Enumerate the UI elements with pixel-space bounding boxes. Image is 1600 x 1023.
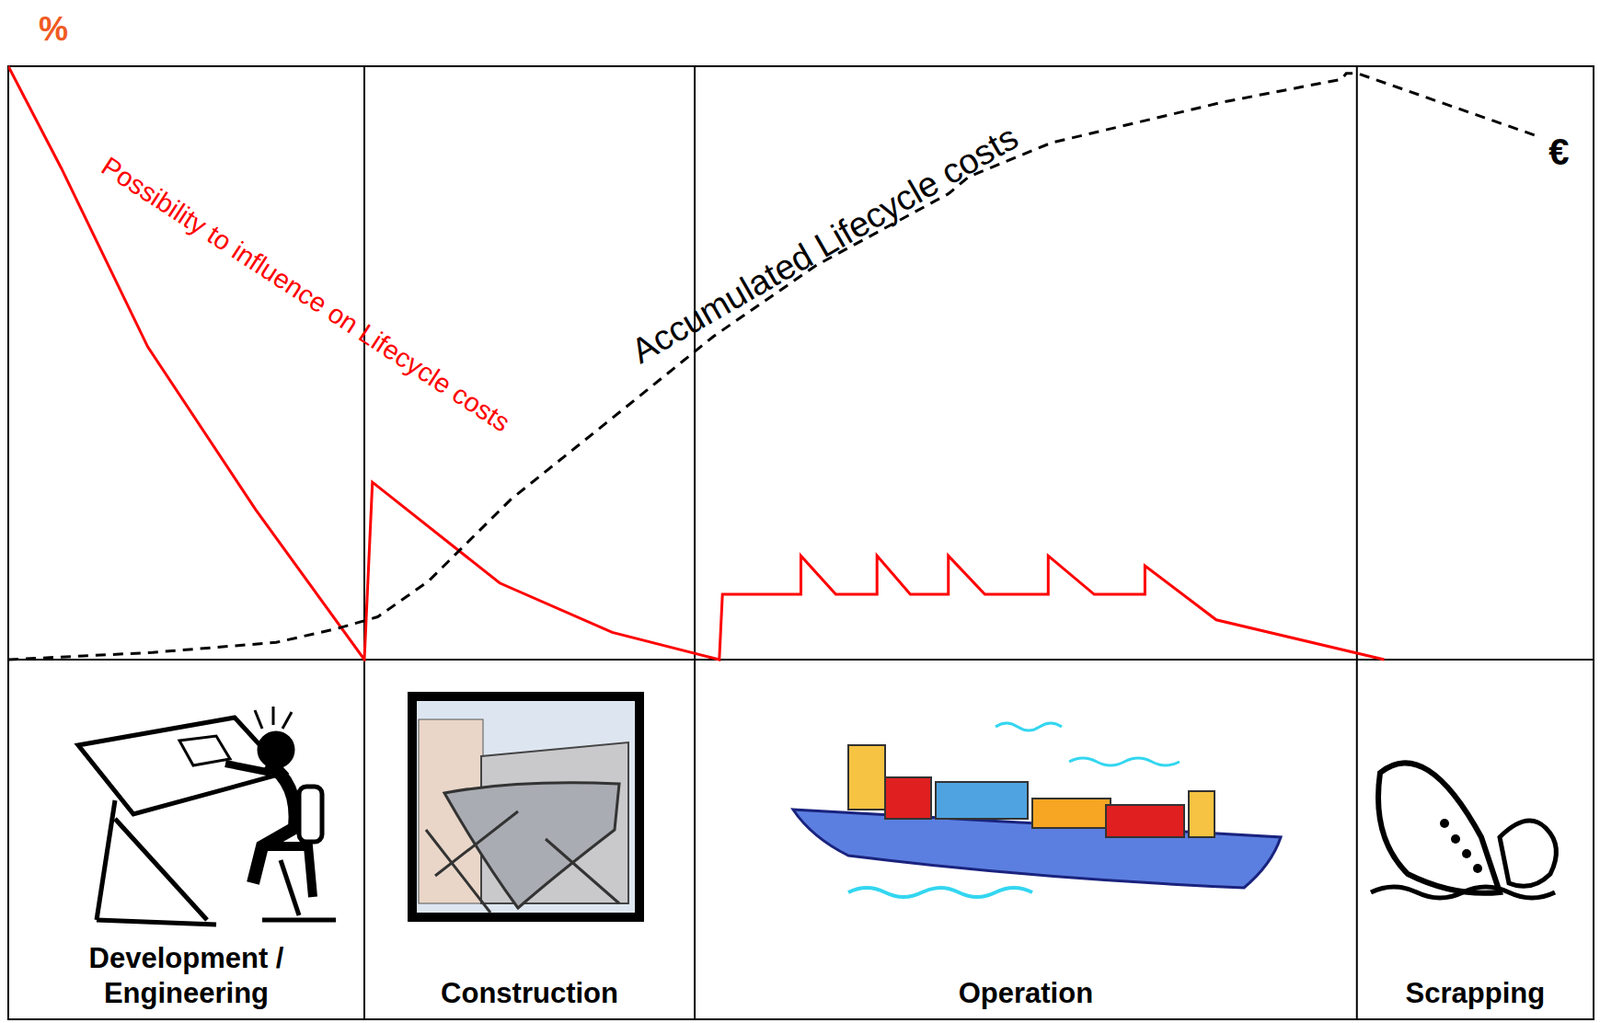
head [259, 733, 293, 767]
series-label: Possibility to influence on Lifecycle co… [96, 150, 516, 438]
leg [96, 800, 116, 921]
phase-label: Construction [440, 977, 619, 1010]
spark [272, 706, 276, 726]
phase-divider [693, 66, 696, 1020]
y-axis-label: % [38, 10, 69, 48]
container [885, 777, 932, 819]
chair-back [299, 786, 323, 842]
icon-ship [793, 723, 1281, 898]
series-line [8, 66, 1385, 660]
phase-label: Development /Engineering [89, 942, 285, 1010]
bridge [848, 745, 886, 810]
porthole [1450, 834, 1461, 844]
cabin [1499, 820, 1556, 887]
wave [848, 887, 1033, 898]
table-top [78, 717, 286, 815]
body [253, 763, 296, 884]
sky [416, 701, 635, 913]
phase-label-line: Engineering [103, 977, 269, 1010]
phase-divider [1356, 66, 1359, 1020]
chair-base [262, 918, 336, 923]
icons [78, 691, 1556, 925]
legs [262, 846, 313, 898]
porthole [1473, 863, 1483, 874]
frame [8, 66, 1594, 1020]
icon-sinking [1370, 762, 1556, 898]
spark [282, 712, 292, 729]
container [935, 782, 1028, 819]
container [1105, 805, 1185, 838]
phase-label-line: Operation [958, 977, 1094, 1010]
wave [995, 723, 1062, 731]
wave [1069, 758, 1180, 766]
phase-label-line: Development / [89, 942, 285, 975]
hull [1378, 762, 1500, 894]
frame-outer [407, 691, 645, 922]
leg [96, 920, 217, 925]
phase-label-line: Scrapping [1405, 977, 1546, 1010]
y2-axis-label: € [1548, 131, 1569, 173]
phase-label: Scrapping [1405, 977, 1546, 1010]
phase-divider [363, 66, 366, 1020]
baseline [8, 658, 1594, 661]
spark [254, 710, 263, 729]
icon-construction [407, 691, 645, 922]
leg [115, 818, 208, 921]
chair-post [280, 860, 300, 916]
container [1032, 798, 1111, 829]
porthole [1461, 849, 1472, 859]
arm [225, 763, 272, 773]
porthole [1439, 818, 1450, 829]
plot-area [8, 66, 1542, 660]
phase-label: Operation [958, 977, 1094, 1010]
paper [179, 736, 231, 766]
series-line [8, 73, 1542, 660]
phase-label-line: Construction [440, 977, 619, 1010]
series-label: Accumulated Lifecycle costs [624, 117, 1025, 371]
icon-drafting [78, 706, 336, 925]
scaffold [425, 811, 620, 913]
wave [1370, 886, 1555, 898]
chart: Possibility to influence on Lifecycle co… [0, 0, 1600, 1023]
crane [1188, 791, 1215, 838]
